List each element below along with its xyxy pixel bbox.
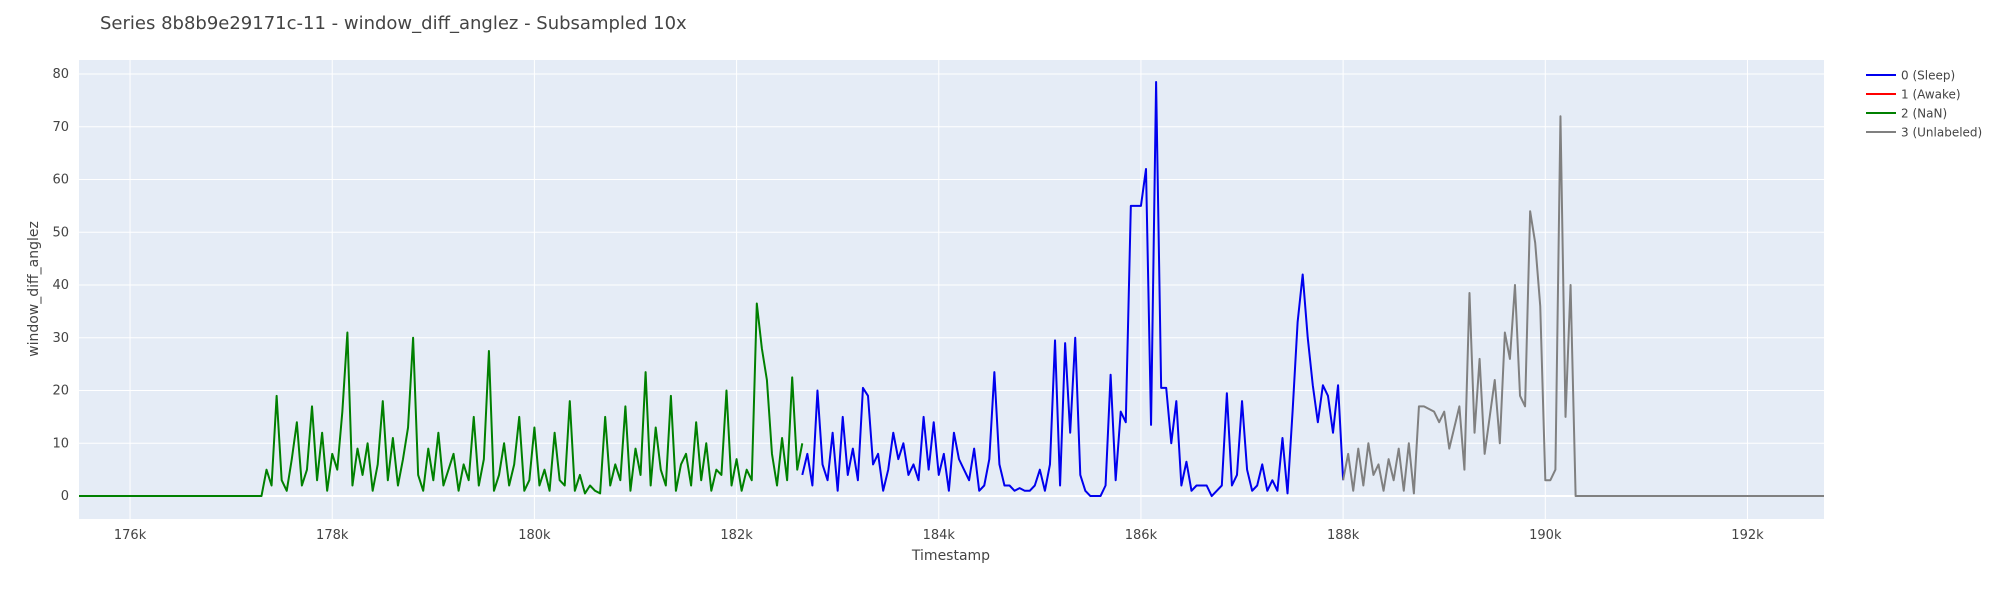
series-line <box>79 302 804 498</box>
legend-label: 0 (Sleep) <box>1901 69 1955 83</box>
y-tick-label: 80 <box>52 67 69 82</box>
x-tick-label: 182k <box>720 528 753 543</box>
x-tick-label: 176k <box>114 528 147 543</box>
series-line <box>801 80 1345 498</box>
y-tick-label: 20 <box>52 384 69 399</box>
y-axis-title: window_diff_anglez <box>26 221 42 357</box>
y-tick-label: 40 <box>52 278 69 293</box>
plot-area <box>79 60 1824 519</box>
x-tick-label: 190k <box>1529 528 1562 543</box>
y-tick-label: 50 <box>52 225 69 240</box>
y-tick-label: 30 <box>52 331 69 346</box>
series-line <box>1342 115 1824 498</box>
y-tick-label: 10 <box>52 436 69 451</box>
x-tick-label: 180k <box>518 528 551 543</box>
legend-label: 3 (Unlabeled) <box>1901 126 1982 140</box>
x-tick-label: 188k <box>1327 528 1360 543</box>
y-tick-label: 60 <box>52 173 69 188</box>
x-tick-label: 184k <box>923 528 956 543</box>
x-tick-label: 186k <box>1125 528 1158 543</box>
y-tick-label: 0 <box>61 489 69 504</box>
x-tick-label: 178k <box>316 528 349 543</box>
chart-title: Series 8b8b9e29171c-11 - window_diff_ang… <box>100 13 687 34</box>
y-tick-label: 70 <box>52 120 69 135</box>
legend-label: 1 (Awake) <box>1901 88 1961 102</box>
legend-label: 2 (NaN) <box>1901 107 1947 121</box>
x-tick-label: 192k <box>1731 528 1764 543</box>
x-axis-title: Timestamp <box>911 548 990 564</box>
